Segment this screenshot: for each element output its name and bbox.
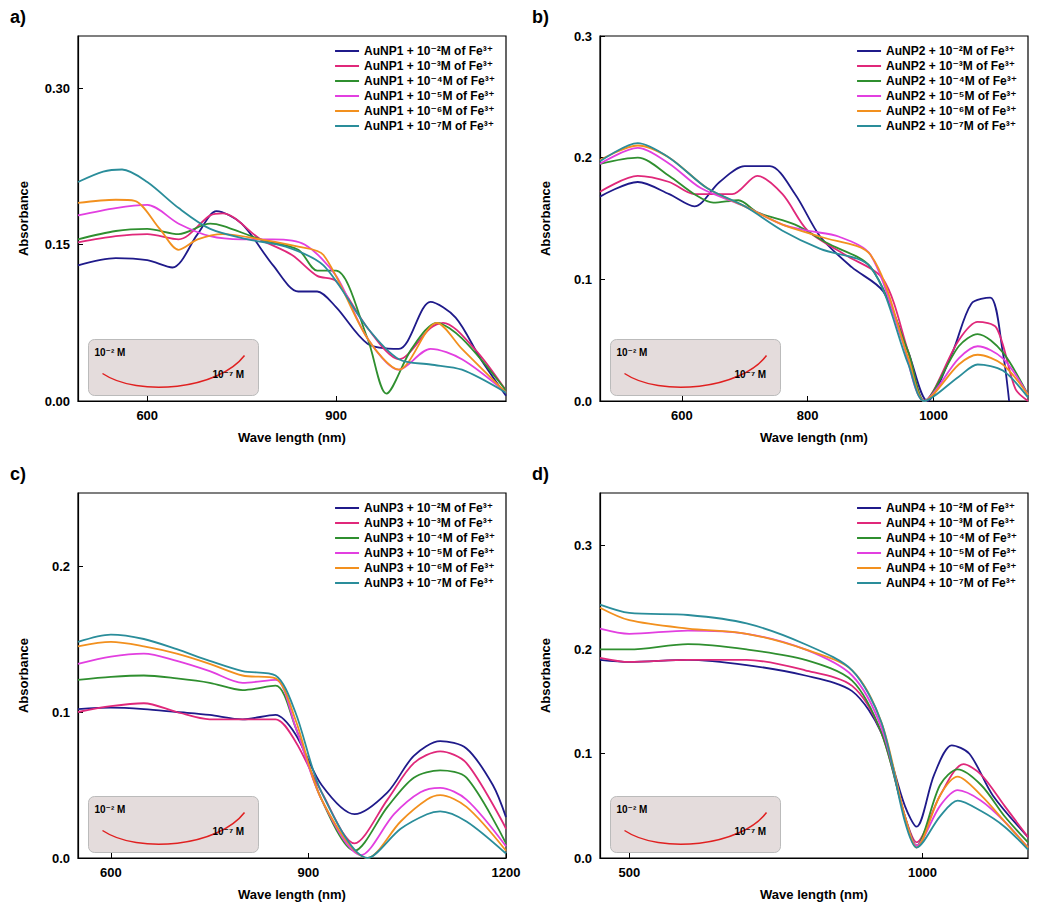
svg-text:10⁻² M: 10⁻² M [95,804,126,815]
svg-text:0.1: 0.1 [52,705,70,720]
svg-text:0.0: 0.0 [52,851,70,866]
svg-text:AuNP4 + 10⁻⁴M of Fe³⁺: AuNP4 + 10⁻⁴M of Fe³⁺ [886,531,1017,545]
svg-text:10⁻⁷ M: 10⁻⁷ M [213,826,245,837]
svg-text:600: 600 [136,408,158,423]
svg-text:0.15: 0.15 [45,237,70,252]
svg-text:Wave length (nm): Wave length (nm) [760,887,868,902]
svg-text:AuNP1 + 10⁻³M of Fe³⁺: AuNP1 + 10⁻³M of Fe³⁺ [364,59,493,73]
svg-text:10⁻² M: 10⁻² M [617,804,648,815]
svg-text:a): a) [10,7,26,27]
svg-text:10⁻⁷ M: 10⁻⁷ M [213,369,245,380]
svg-text:0.0: 0.0 [574,851,592,866]
svg-text:d): d) [532,464,549,484]
svg-text:AuNP4 + 10⁻²M of Fe³⁺: AuNP4 + 10⁻²M of Fe³⁺ [886,501,1015,515]
svg-text:1000: 1000 [919,408,948,423]
svg-text:900: 900 [325,408,347,423]
svg-text:AuNP2 + 10⁻⁶M of Fe³⁺: AuNP2 + 10⁻⁶M of Fe³⁺ [886,104,1017,118]
svg-text:c): c) [10,464,26,484]
svg-text:AuNP1 + 10⁻⁶M of Fe³⁺: AuNP1 + 10⁻⁶M of Fe³⁺ [364,104,495,118]
svg-text:AuNP2 + 10⁻⁴M of Fe³⁺: AuNP2 + 10⁻⁴M of Fe³⁺ [886,74,1017,88]
svg-text:AuNP2 + 10⁻⁷M of Fe³⁺: AuNP2 + 10⁻⁷M of Fe³⁺ [886,119,1016,133]
svg-text:0.3: 0.3 [574,29,592,44]
svg-text:600: 600 [100,865,122,880]
svg-text:1000: 1000 [908,865,937,880]
svg-text:Absorbance: Absorbance [16,638,31,713]
svg-text:AuNP3 + 10⁻³M of Fe³⁺: AuNP3 + 10⁻³M of Fe³⁺ [364,516,493,530]
svg-text:AuNP4 + 10⁻³M of Fe³⁺: AuNP4 + 10⁻³M of Fe³⁺ [886,516,1015,530]
svg-text:AuNP3 + 10⁻⁵M of Fe³⁺: AuNP3 + 10⁻⁵M of Fe³⁺ [364,546,495,560]
svg-text:0.2: 0.2 [574,150,592,165]
svg-text:500: 500 [618,865,640,880]
svg-text:b): b) [532,7,549,27]
svg-text:600: 600 [671,408,693,423]
svg-text:AuNP4 + 10⁻⁶M of Fe³⁺: AuNP4 + 10⁻⁶M of Fe³⁺ [886,561,1017,575]
svg-text:0.1: 0.1 [574,272,592,287]
svg-text:Absorbance: Absorbance [538,181,553,256]
svg-text:AuNP1 + 10⁻⁴M of Fe³⁺: AuNP1 + 10⁻⁴M of Fe³⁺ [364,74,495,88]
svg-text:AuNP2 + 10⁻⁵M of Fe³⁺: AuNP2 + 10⁻⁵M of Fe³⁺ [886,89,1017,103]
svg-text:Absorbance: Absorbance [16,181,31,256]
svg-text:Wave length (nm): Wave length (nm) [238,887,346,902]
svg-text:10⁻⁷ M: 10⁻⁷ M [735,826,767,837]
svg-text:900: 900 [298,865,320,880]
svg-text:1200: 1200 [492,865,521,880]
svg-text:10⁻² M: 10⁻² M [617,347,648,358]
svg-text:0.2: 0.2 [574,642,592,657]
svg-text:10⁻² M: 10⁻² M [95,347,126,358]
svg-text:AuNP4 + 10⁻⁵M of Fe³⁺: AuNP4 + 10⁻⁵M of Fe³⁺ [886,546,1017,560]
svg-text:0.1: 0.1 [574,746,592,761]
svg-text:0.0: 0.0 [574,394,592,409]
svg-text:AuNP1 + 10⁻⁷M of Fe³⁺: AuNP1 + 10⁻⁷M of Fe³⁺ [364,119,494,133]
svg-text:AuNP2 + 10⁻²M of Fe³⁺: AuNP2 + 10⁻²M of Fe³⁺ [886,44,1015,58]
svg-text:0.00: 0.00 [45,394,70,409]
svg-text:Wave length (nm): Wave length (nm) [238,430,346,445]
svg-text:0.3: 0.3 [574,538,592,553]
svg-text:Absorbance: Absorbance [538,638,553,713]
svg-text:10⁻⁷ M: 10⁻⁷ M [735,369,767,380]
svg-text:AuNP1 + 10⁻⁵M of Fe³⁺: AuNP1 + 10⁻⁵M of Fe³⁺ [364,89,495,103]
svg-text:AuNP3 + 10⁻⁷M of Fe³⁺: AuNP3 + 10⁻⁷M of Fe³⁺ [364,576,494,590]
svg-text:AuNP3 + 10⁻⁶M of Fe³⁺: AuNP3 + 10⁻⁶M of Fe³⁺ [364,561,495,575]
svg-text:AuNP4 + 10⁻⁷M of Fe³⁺: AuNP4 + 10⁻⁷M of Fe³⁺ [886,576,1016,590]
svg-text:Wave length (nm): Wave length (nm) [760,430,868,445]
svg-text:AuNP2 + 10⁻³M of Fe³⁺: AuNP2 + 10⁻³M of Fe³⁺ [886,59,1015,73]
svg-text:0.30: 0.30 [45,81,70,96]
svg-text:AuNP3 + 10⁻⁴M of Fe³⁺: AuNP3 + 10⁻⁴M of Fe³⁺ [364,531,495,545]
svg-text:AuNP1 + 10⁻²M of Fe³⁺: AuNP1 + 10⁻²M of Fe³⁺ [364,44,493,58]
svg-text:AuNP3 + 10⁻²M of Fe³⁺: AuNP3 + 10⁻²M of Fe³⁺ [364,501,493,515]
svg-text:0.2: 0.2 [52,559,70,574]
svg-text:800: 800 [797,408,819,423]
